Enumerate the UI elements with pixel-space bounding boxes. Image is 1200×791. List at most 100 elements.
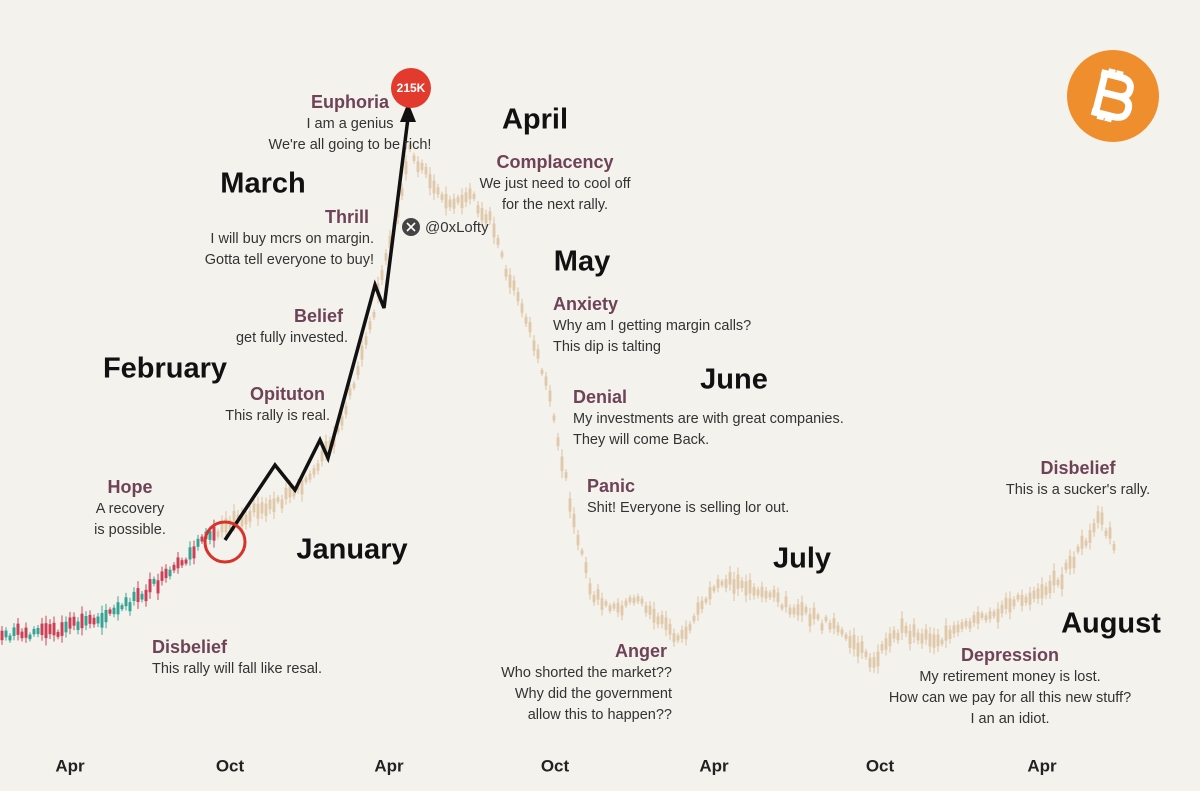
candle-body <box>936 634 940 647</box>
candle-body <box>140 593 144 600</box>
candle-body <box>200 536 204 542</box>
candle-body <box>324 441 328 455</box>
candle-body <box>852 634 856 650</box>
candle-body <box>652 608 656 623</box>
month-label: March <box>220 168 305 200</box>
candle-body <box>92 617 96 625</box>
candle-body <box>84 615 88 626</box>
candle-body <box>564 472 568 478</box>
candle-body <box>460 194 464 208</box>
candle-body <box>1044 586 1048 595</box>
candle-body <box>624 600 628 606</box>
candle-body <box>860 641 864 654</box>
candle-body <box>12 627 16 636</box>
stage-caption: We just need to cool off <box>479 176 631 192</box>
candle-body <box>172 564 176 571</box>
candle-body <box>144 589 148 602</box>
stage-caption: A recovery <box>96 501 165 517</box>
x-tick-label: Apr <box>699 756 729 775</box>
candle-body <box>440 194 444 200</box>
stage-title: Belief <box>294 306 344 326</box>
stage-title: Denial <box>573 387 627 407</box>
candle-body <box>972 615 976 623</box>
candle-body <box>560 456 564 472</box>
candle-body <box>788 607 792 615</box>
candle-body <box>696 602 700 615</box>
candle-body <box>252 503 256 513</box>
candle-body <box>420 163 424 171</box>
stage-title: Panic <box>587 476 635 496</box>
candle-body <box>496 238 500 245</box>
candle-body <box>756 589 760 596</box>
candle-body <box>868 657 872 668</box>
candle-body <box>348 388 352 396</box>
candle-body <box>704 598 708 603</box>
stage-title: Complacency <box>496 152 613 172</box>
stage-caption: This is a sucker's rally. <box>1006 482 1150 498</box>
candle-body <box>1040 584 1044 599</box>
candle-body <box>908 630 912 644</box>
candle-body <box>864 651 868 657</box>
stage-title: Thrill <box>325 207 369 227</box>
candle-body <box>612 603 616 609</box>
x-tick-label: Apr <box>55 756 85 775</box>
candle-body <box>680 629 684 639</box>
candle-body <box>780 604 784 609</box>
candle-body <box>880 644 884 651</box>
candle-body <box>532 340 536 351</box>
candle-body <box>464 192 468 203</box>
candle-body <box>968 621 972 629</box>
candle-body <box>4 630 8 638</box>
month-label: April <box>502 104 568 136</box>
trend-arrow <box>223 117 410 541</box>
candle-body <box>56 631 60 637</box>
candle-body <box>728 572 732 585</box>
candle-body <box>1072 556 1076 569</box>
candle-body <box>724 579 728 588</box>
candle-body <box>260 502 264 514</box>
candle-body <box>216 531 220 537</box>
candle-body <box>472 193 476 199</box>
candle-body <box>96 616 100 624</box>
candle-body <box>384 253 388 261</box>
candle-body <box>596 589 600 600</box>
candle-body <box>828 622 832 630</box>
candle-body <box>932 634 936 648</box>
candle-body <box>164 568 168 579</box>
candle-body <box>764 590 768 599</box>
candle-body <box>900 618 904 633</box>
candle-body <box>320 450 324 462</box>
candle-body <box>760 586 764 598</box>
candle-body <box>548 390 552 402</box>
candle-body <box>184 559 188 564</box>
candle-body <box>1036 588 1040 599</box>
candle-body <box>212 526 216 541</box>
candle-body <box>540 369 544 374</box>
stage-caption: I will buy mcrs on margin. <box>210 231 374 247</box>
candle-body <box>32 628 36 635</box>
candle-body <box>424 166 428 175</box>
candle-body <box>512 280 516 291</box>
start-circle <box>203 520 247 564</box>
candle-body <box>400 187 404 196</box>
candle-body <box>984 615 988 621</box>
stage-title: Opituton <box>250 384 325 404</box>
candle-body <box>552 415 556 421</box>
candle-body <box>668 623 672 635</box>
x-tick-label: Oct <box>216 756 245 775</box>
candle-body <box>24 627 28 638</box>
candle-body <box>308 473 312 480</box>
candle-body <box>368 321 372 330</box>
candle-body <box>132 591 136 602</box>
candle-body <box>176 557 180 569</box>
candle-body <box>892 630 896 639</box>
candle-body <box>1068 555 1072 569</box>
candle-body <box>456 197 460 203</box>
candle-body <box>964 620 968 627</box>
candle-body <box>904 625 908 634</box>
candle-body <box>688 624 692 631</box>
month-label: February <box>103 353 227 385</box>
candle-body <box>288 485 292 498</box>
arrow-head <box>400 102 416 122</box>
candle-body <box>536 349 540 359</box>
